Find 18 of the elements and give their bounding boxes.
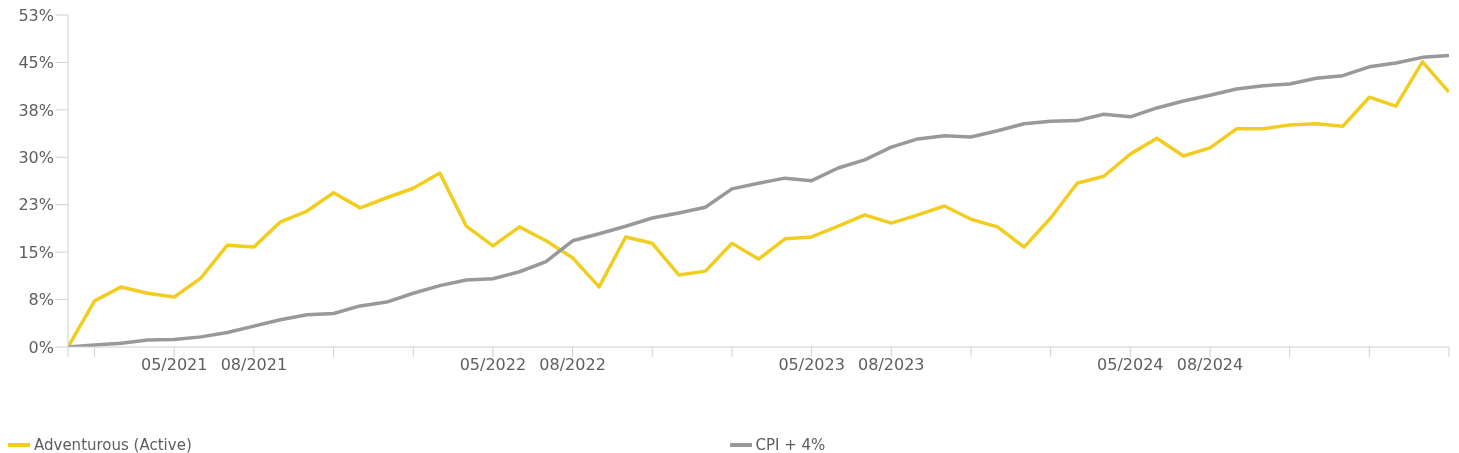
x-tick-label: 08/2021	[220, 355, 288, 375]
x-tick-label: 08/2024	[1176, 355, 1244, 375]
x-tick-label: 05/2024	[1097, 355, 1164, 375]
y-tick-label: 53%	[18, 5, 54, 25]
legend-label: Adventurous (Active)	[34, 436, 192, 453]
y-tick-label: 23%	[18, 195, 54, 215]
y-tick-label: 38%	[18, 100, 54, 120]
x-tick-label: 05/2022	[459, 355, 527, 375]
x-tick-label: 05/2023	[778, 355, 845, 375]
x-tick-label: 05/2021	[141, 355, 208, 375]
legend-label: CPI + 4%	[755, 436, 826, 453]
y-tick-label: 15%	[18, 242, 54, 262]
y-tick-label: 45%	[18, 53, 54, 73]
x-tick-label: 08/2023	[858, 355, 925, 375]
x-tick-label: 08/2022	[539, 355, 606, 375]
y-tick-label: 30%	[18, 147, 54, 167]
y-tick-label: 0%	[28, 337, 54, 357]
y-tick-label: 8%	[28, 290, 54, 310]
